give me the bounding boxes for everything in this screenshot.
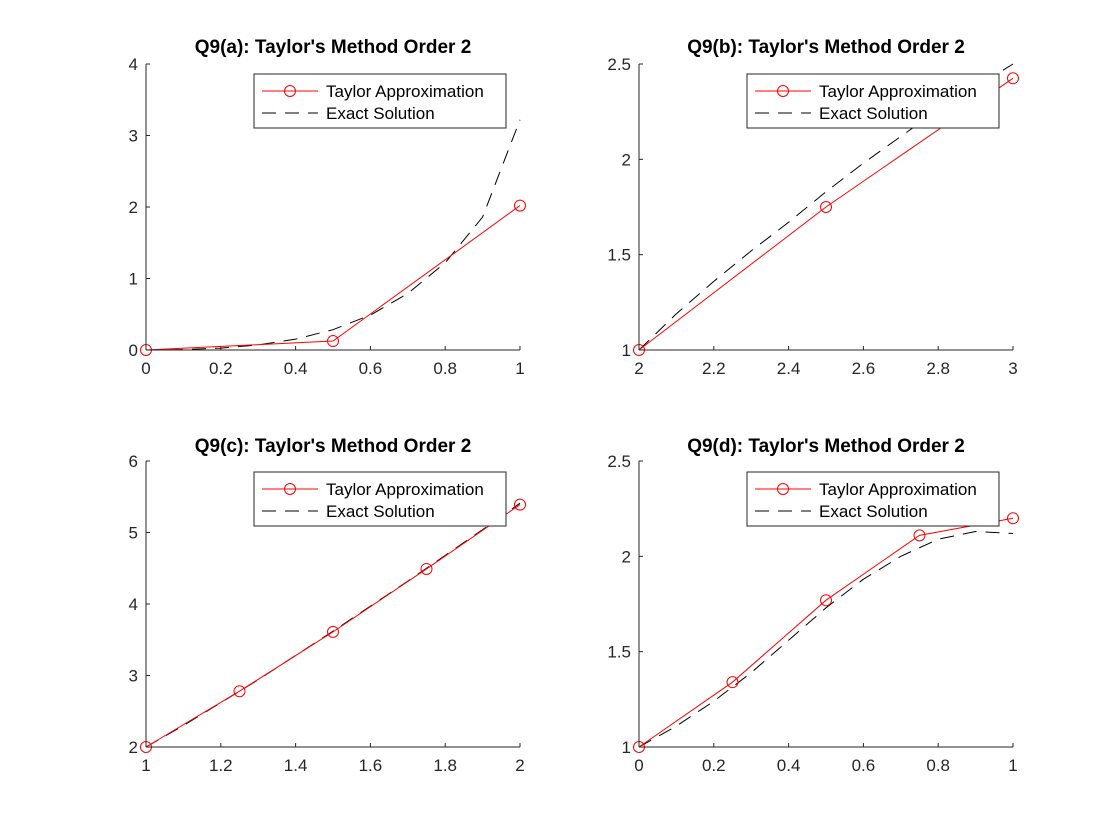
x-tick-label: 0.2 bbox=[209, 359, 233, 378]
y-tick-label: 2.5 bbox=[607, 452, 631, 471]
subplot-a-axes bbox=[145, 64, 520, 351]
legend-taylor-label: Taylor Approximation bbox=[819, 82, 977, 101]
subplot-a-title: Q9(a): Taylor's Method Order 2 bbox=[195, 37, 472, 58]
x-tick-label: 1 bbox=[141, 756, 150, 775]
subplot-d-axes bbox=[638, 461, 1013, 748]
taylor-point bbox=[913, 529, 926, 542]
subplot-d-ticks: 0 0.2 0.4 0.6 0.8 1 1 1.5 2 2.5 bbox=[607, 452, 1017, 775]
subplot-c-legend: Taylor Approximation Exact Solution bbox=[253, 471, 507, 527]
y-tick-label: 2 bbox=[622, 547, 631, 566]
y-tick-label: 2 bbox=[129, 738, 138, 757]
subplot-a-legend: Taylor Approximation Exact Solution bbox=[253, 73, 507, 129]
subplot-c-ticks: 1 1.2 1.4 1.6 1.8 2 2 3 4 5 6 bbox=[129, 452, 525, 775]
series-exact-line bbox=[145, 119, 521, 351]
legend-box bbox=[253, 73, 507, 129]
subplot-b-axes bbox=[638, 64, 1013, 351]
legend-taylor-marker bbox=[777, 483, 789, 495]
x-tick-label: 2.2 bbox=[702, 359, 726, 378]
y-tick-label: 4 bbox=[129, 55, 138, 74]
x-tick-label: 2.8 bbox=[926, 359, 950, 378]
subplot-b-legend: Taylor Approximation Exact Solution bbox=[746, 73, 1000, 129]
taylor-point bbox=[1007, 72, 1019, 85]
x-tick-label: 3 bbox=[1008, 359, 1017, 378]
y-tick-label: 2 bbox=[129, 198, 138, 217]
x-tick-label: 2 bbox=[515, 756, 524, 775]
x-tick-label: 0 bbox=[141, 359, 150, 378]
y-tick-label: 1.5 bbox=[607, 643, 631, 662]
x-tick-label: 0.4 bbox=[777, 756, 801, 775]
taylor-point bbox=[726, 676, 739, 689]
subplot-a-ticks: 0 0.2 0.4 0.6 0.8 1 0 1 2 3 4 bbox=[129, 55, 525, 378]
taylor-point bbox=[420, 562, 433, 575]
subplot-b: Q9(b): Taylor's Method Order 2 2 2.2 2.4 2.… bbox=[607, 37, 1019, 378]
legend-taylor-label: Taylor Approximation bbox=[819, 480, 977, 499]
x-tick-label: 0.8 bbox=[433, 359, 457, 378]
y-tick-label: 2.5 bbox=[607, 55, 631, 74]
y-tick-label: 3 bbox=[129, 127, 138, 146]
taylor-point bbox=[327, 625, 339, 638]
series-taylor-line bbox=[638, 517, 1014, 748]
taylor-point bbox=[233, 685, 246, 698]
legend-exact-label: Exact Solution bbox=[326, 502, 435, 521]
x-tick-label: 1.4 bbox=[284, 756, 308, 775]
series-taylor-line bbox=[145, 205, 521, 351]
legend-taylor-marker bbox=[284, 483, 296, 495]
legend-taylor-label: Taylor Approximation bbox=[326, 82, 484, 101]
y-tick-label: 0 bbox=[129, 341, 138, 360]
x-tick-label: 0.6 bbox=[359, 359, 383, 378]
taylor-point bbox=[514, 498, 526, 511]
taylor-point bbox=[327, 335, 339, 348]
subplot-a: Q9(a): Taylor's Method Order 2 0 0.2 0.4 0.… bbox=[129, 37, 526, 378]
x-tick-label: 1.2 bbox=[209, 756, 233, 775]
legend-exact-label: Exact Solution bbox=[819, 104, 928, 123]
series-exact-line bbox=[638, 531, 1014, 748]
subplot-b-title: Q9(b): Taylor's Method Order 2 bbox=[687, 37, 965, 58]
subplot-d-title: Q9(d): Taylor's Method Order 2 bbox=[687, 436, 965, 457]
series-taylor-line bbox=[145, 504, 521, 748]
x-tick-label: 0.6 bbox=[852, 756, 876, 775]
legend-taylor-marker bbox=[777, 85, 789, 97]
subplot-d: Q9(d): Taylor's Method Order 2 0 0.2 0.4 0.… bbox=[607, 436, 1019, 775]
legend-taylor-label: Taylor Approximation bbox=[326, 480, 484, 499]
legend-exact-label: Exact Solution bbox=[819, 502, 928, 521]
y-tick-label: 3 bbox=[129, 667, 138, 686]
taylor-point bbox=[1007, 512, 1019, 525]
legend-box bbox=[746, 471, 1000, 527]
y-tick-label: 1 bbox=[129, 270, 138, 289]
taylor-point bbox=[820, 201, 832, 213]
taylor-point bbox=[820, 594, 832, 607]
x-tick-label: 0.8 bbox=[926, 756, 950, 775]
x-tick-label: 2.6 bbox=[852, 359, 876, 378]
subplot-c-title: Q9(c): Taylor's Method Order 2 bbox=[195, 436, 472, 457]
taylor-point bbox=[514, 199, 526, 212]
x-tick-label: 2.4 bbox=[777, 359, 801, 378]
y-tick-label: 1.5 bbox=[607, 246, 631, 265]
x-tick-label: 1 bbox=[515, 359, 524, 378]
x-tick-label: 0.2 bbox=[702, 756, 726, 775]
subplot-d-legend: Taylor Approximation Exact Solution bbox=[746, 471, 1000, 527]
x-tick-label: 1 bbox=[1008, 756, 1017, 775]
subplot-c: Q9(c): Taylor's Method Order 2 1 1.2 1.4 1.… bbox=[129, 436, 526, 775]
x-tick-label: 0.4 bbox=[284, 359, 308, 378]
legend-exact-label: Exact Solution bbox=[326, 104, 435, 123]
x-tick-label: 1.8 bbox=[433, 756, 457, 775]
x-tick-label: 2 bbox=[634, 359, 643, 378]
y-tick-label: 4 bbox=[129, 595, 138, 614]
legend-taylor-marker bbox=[284, 85, 296, 97]
y-tick-label: 1 bbox=[622, 341, 631, 360]
subplot-b-ticks: 2 2.2 2.4 2.6 2.8 3 1 1.5 2 2.5 bbox=[607, 55, 1017, 378]
x-tick-label: 1.6 bbox=[359, 756, 383, 775]
x-tick-label: 0 bbox=[634, 756, 643, 775]
y-tick-label: 6 bbox=[129, 452, 138, 471]
y-tick-label: 5 bbox=[129, 524, 138, 543]
y-tick-label: 2 bbox=[622, 150, 631, 169]
y-tick-label: 1 bbox=[622, 738, 631, 757]
legend-box bbox=[253, 471, 507, 527]
legend-box bbox=[746, 73, 1000, 129]
subplot-c-axes bbox=[145, 461, 520, 748]
